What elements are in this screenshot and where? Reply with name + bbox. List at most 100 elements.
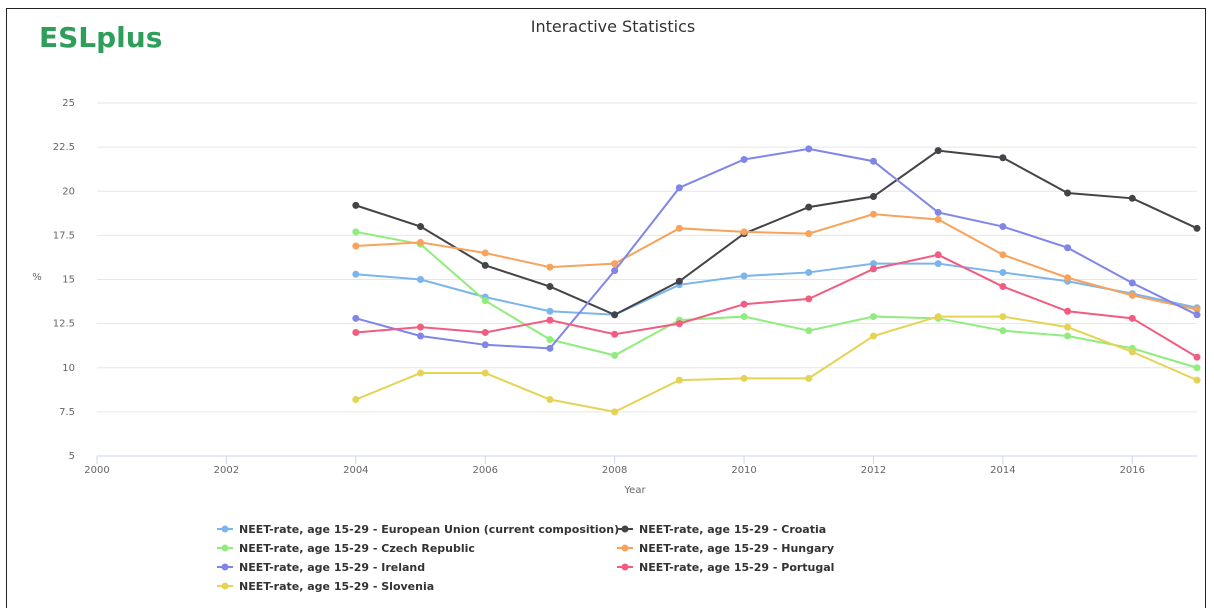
point <box>481 341 489 349</box>
point <box>934 215 942 223</box>
point <box>675 184 683 192</box>
point <box>675 277 683 285</box>
point <box>999 327 1007 335</box>
legend-label: NEET-rate, age 15-29 - Portugal <box>639 561 834 574</box>
legend-item[interactable]: NEET-rate, age 15-29 - Croatia <box>617 523 826 536</box>
legend-item[interactable]: NEET-rate, age 15-29 - Slovenia <box>217 580 434 593</box>
point <box>869 260 877 268</box>
point <box>740 228 748 236</box>
point <box>740 313 748 321</box>
point <box>1193 311 1201 319</box>
point <box>352 328 360 336</box>
point <box>805 374 813 382</box>
point <box>934 313 942 321</box>
legend-marker <box>621 525 629 533</box>
y-tick-label: 12.5 <box>53 319 75 330</box>
legend-marker <box>221 525 229 533</box>
x-axis-label: Year <box>623 485 646 496</box>
point <box>611 408 619 416</box>
legend-marker <box>621 544 629 552</box>
point <box>999 251 1007 259</box>
point <box>481 369 489 377</box>
point <box>1193 364 1201 372</box>
y-tick-label: 7.5 <box>59 407 75 418</box>
point <box>546 307 554 315</box>
point <box>352 201 360 209</box>
point <box>934 260 942 268</box>
point <box>611 267 619 275</box>
point <box>999 268 1007 276</box>
point <box>1193 376 1201 384</box>
point <box>805 145 813 153</box>
legend-marker <box>221 544 229 552</box>
point <box>611 311 619 319</box>
point <box>869 210 877 218</box>
legend-item[interactable]: NEET-rate, age 15-29 - European Union (c… <box>217 523 619 536</box>
point <box>1064 307 1072 315</box>
point <box>546 263 554 271</box>
legend-label: NEET-rate, age 15-29 - European Union (c… <box>239 523 619 536</box>
point <box>1128 291 1136 299</box>
x-tick-label: 2014 <box>990 465 1015 476</box>
series-line <box>355 147 1198 350</box>
point <box>611 330 619 338</box>
point <box>869 157 877 165</box>
series-line <box>355 315 1198 413</box>
point <box>999 223 1007 231</box>
legend-item[interactable]: NEET-rate, age 15-29 - Portugal <box>617 561 834 574</box>
legend-item[interactable]: NEET-rate, age 15-29 - Czech Republic <box>217 542 475 555</box>
point <box>1128 314 1136 322</box>
point <box>999 283 1007 291</box>
legend-marker <box>221 563 229 571</box>
x-tick-label: 2008 <box>602 465 627 476</box>
point <box>1193 224 1201 232</box>
point <box>1193 353 1201 361</box>
point <box>675 320 683 328</box>
x-tick-label: 2016 <box>1120 465 1145 476</box>
legend-item[interactable]: NEET-rate, age 15-29 - Ireland <box>217 561 425 574</box>
point <box>869 193 877 201</box>
point <box>675 376 683 384</box>
point <box>417 332 425 340</box>
x-tick-label: 2002 <box>214 465 239 476</box>
point <box>611 260 619 268</box>
y-tick-label: 22.5 <box>53 142 75 153</box>
legend-label: NEET-rate, age 15-29 - Ireland <box>239 561 425 574</box>
point <box>1064 332 1072 340</box>
point <box>805 327 813 335</box>
legend-label: NEET-rate, age 15-29 - Croatia <box>639 523 826 536</box>
point <box>740 272 748 280</box>
point <box>546 283 554 291</box>
point <box>546 336 554 344</box>
point <box>417 323 425 331</box>
frame: ESLplus Interactive Statistics Year % NE… <box>6 8 1206 608</box>
point <box>869 265 877 273</box>
x-tick-label: 2012 <box>861 465 886 476</box>
legend-item[interactable]: NEET-rate, age 15-29 - Hungary <box>617 542 834 555</box>
point <box>740 300 748 308</box>
series-line <box>355 213 1198 311</box>
series-line <box>355 253 1198 359</box>
point <box>934 251 942 259</box>
point <box>481 328 489 336</box>
point <box>805 268 813 276</box>
point <box>417 369 425 377</box>
x-tick-label: 2004 <box>343 465 368 476</box>
point <box>675 224 683 232</box>
point <box>740 155 748 163</box>
point <box>546 344 554 352</box>
point <box>869 332 877 340</box>
point <box>1128 279 1136 287</box>
point <box>1128 194 1136 202</box>
point <box>1193 306 1201 314</box>
point <box>805 203 813 211</box>
y-tick-label: 10 <box>62 363 75 374</box>
point <box>805 230 813 238</box>
legend: NEET-rate, age 15-29 - European Union (c… <box>217 523 834 593</box>
point <box>869 313 877 321</box>
x-tick-label: 2010 <box>731 465 756 476</box>
point <box>934 208 942 216</box>
point <box>999 154 1007 162</box>
point <box>1064 323 1072 331</box>
chart-title: Interactive Statistics <box>531 17 695 36</box>
